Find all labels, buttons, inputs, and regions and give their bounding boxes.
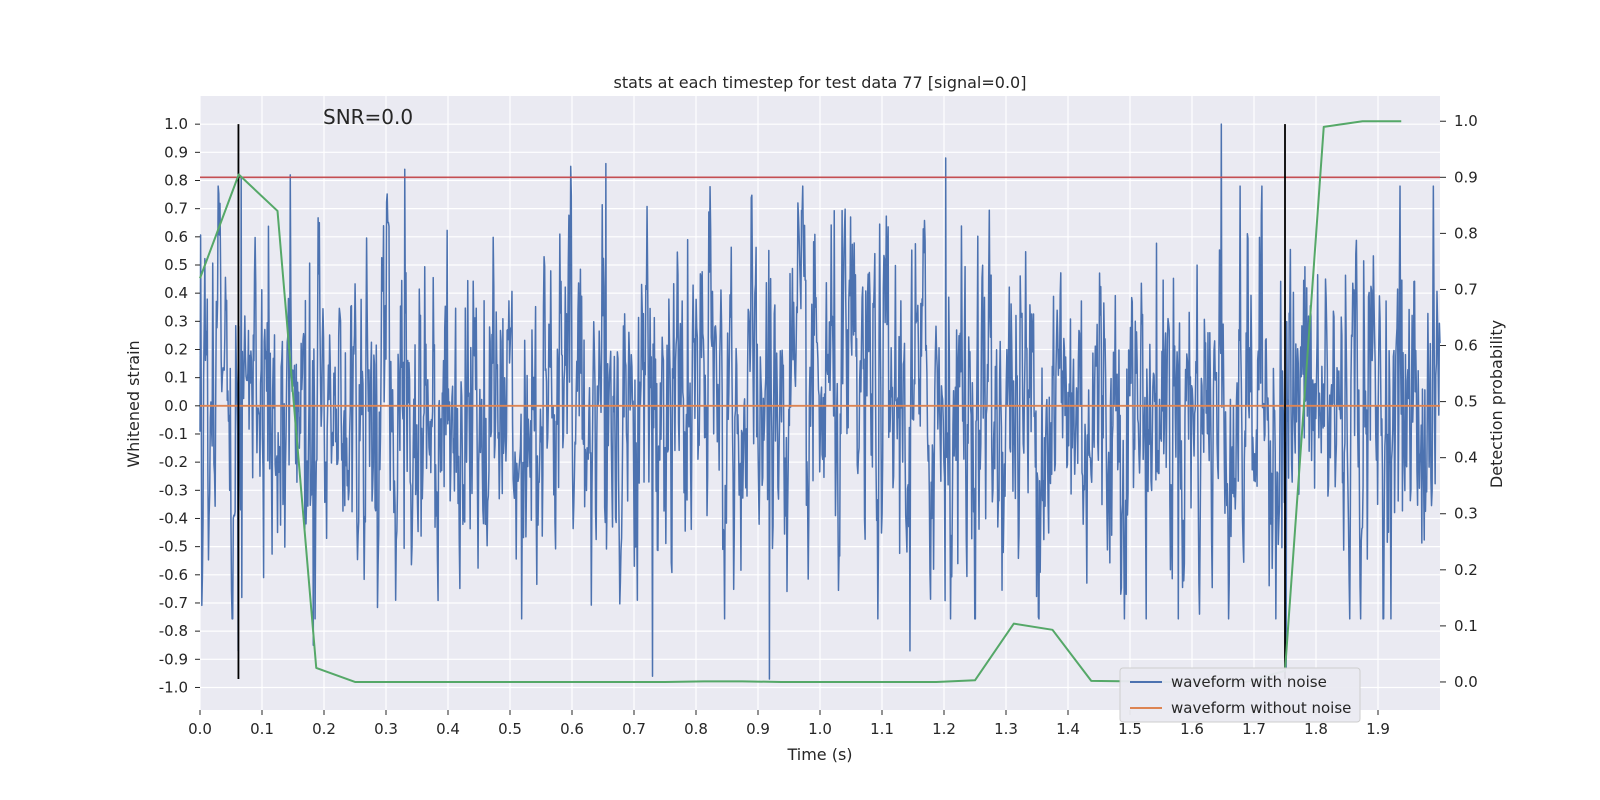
x-tick-label-0: 0.0 <box>188 720 212 738</box>
left-tick-label-17: -0.7 <box>159 594 188 612</box>
legend-box <box>1119 667 1361 723</box>
x-axis-label: Time (s) <box>786 745 852 764</box>
chart-title: stats at each timestep for test data 77 … <box>614 73 1027 92</box>
right-tick-label-0: 1.0 <box>1454 112 1478 130</box>
left-tick-label-11: -0.1 <box>159 425 188 443</box>
left-tick-label-13: -0.3 <box>159 481 188 499</box>
left-tick-label-2: 0.8 <box>164 171 188 189</box>
right-tick-label-3: 0.7 <box>1454 280 1478 298</box>
right-tick-label-7: 0.3 <box>1454 505 1478 523</box>
noise-series <box>199 123 1441 680</box>
left-tick-label-8: 0.2 <box>164 340 188 358</box>
x-tick-label-6: 0.6 <box>560 720 584 738</box>
snr-annotation: SNR=0.0 <box>323 105 413 129</box>
x-tick-label-14: 1.4 <box>1056 720 1080 738</box>
left-tick-label-7: 0.3 <box>164 312 188 330</box>
x-tick-label-10: 1.0 <box>808 720 832 738</box>
x-tick-label-1: 0.1 <box>250 720 274 738</box>
x-tick-label-4: 0.4 <box>436 720 460 738</box>
left-tick-label-18: -0.8 <box>159 622 188 640</box>
x-tick-label-15: 1.5 <box>1118 720 1142 738</box>
x-tick-label-12: 1.2 <box>932 720 956 738</box>
grid-lines <box>199 96 1440 710</box>
left-tick-label-1: 0.9 <box>164 143 188 161</box>
plot-area <box>199 120 1441 683</box>
left-tick-label-5: 0.5 <box>164 256 188 274</box>
left-tick-label-9: 0.1 <box>164 369 188 387</box>
right-tick-label-2: 0.8 <box>1454 224 1478 242</box>
right-tick-label-1: 0.9 <box>1454 168 1478 186</box>
x-tick-label-13: 1.3 <box>994 720 1018 738</box>
legend-label-noise: waveform with noise <box>1171 673 1327 691</box>
left-tick-label-3: 0.7 <box>164 200 188 218</box>
x-tick-label-2: 0.2 <box>312 720 336 738</box>
noise-waveform-line <box>199 123 1441 680</box>
left-tick-label-0: 1.0 <box>164 115 188 133</box>
vertical-markers <box>237 124 1286 680</box>
right-tick-label-4: 0.6 <box>1454 337 1478 355</box>
x-tick-label-17: 1.7 <box>1242 720 1266 738</box>
left-tick-label-12: -0.2 <box>159 453 188 471</box>
x-axis-ticks: 0.0 0.1 0.2 0.3 0.4 0.5 0.6 0.7 0.8 0.9 1.0 1.1 1.2 1… <box>188 710 1390 738</box>
right-axis-ticks: 1.0 0.9 0.8 0.7 0.6 0.5 0.4 0.3 0.2 0.1 0.0 <box>1440 112 1478 691</box>
left-tick-label-10: 0.0 <box>164 397 188 415</box>
right-tick-label-9: 0.1 <box>1454 617 1478 635</box>
legend-label-clean: waveform without noise <box>1171 699 1351 717</box>
x-tick-label-16: 1.6 <box>1180 720 1204 738</box>
legend: waveform with noise waveform without noi… <box>1119 667 1361 723</box>
left-tick-label-20: -1.0 <box>159 678 188 696</box>
x-tick-label-18: 1.8 <box>1304 720 1328 738</box>
left-tick-label-4: 0.6 <box>164 228 188 246</box>
x-tick-label-9: 0.9 <box>746 720 770 738</box>
right-tick-label-5: 0.5 <box>1454 393 1478 411</box>
left-axis-label: Whitened strain <box>124 340 143 467</box>
left-tick-label-16: -0.6 <box>159 566 188 584</box>
x-tick-label-8: 0.8 <box>684 720 708 738</box>
left-tick-label-15: -0.5 <box>159 538 188 556</box>
right-axis-label: Detection probability <box>1487 320 1506 488</box>
x-tick-label-7: 0.7 <box>622 720 646 738</box>
x-tick-label-19: 1.9 <box>1366 720 1390 738</box>
right-tick-label-10: 0.0 <box>1454 673 1478 691</box>
right-tick-label-8: 0.2 <box>1454 561 1478 579</box>
left-tick-label-6: 0.4 <box>164 284 188 302</box>
left-tick-label-19: -0.9 <box>159 650 188 668</box>
left-axis-ticks: 1.0 0.9 0.8 0.7 0.6 0.5 0.4 0.3 0.2 0.1 0.0 -0.1 -0.… <box>159 115 200 696</box>
x-tick-label-5: 0.5 <box>498 720 522 738</box>
x-tick-label-11: 1.1 <box>870 720 894 738</box>
x-tick-label-3: 0.3 <box>374 720 398 738</box>
right-tick-label-6: 0.4 <box>1454 449 1478 467</box>
left-tick-label-14: -0.4 <box>159 509 188 527</box>
